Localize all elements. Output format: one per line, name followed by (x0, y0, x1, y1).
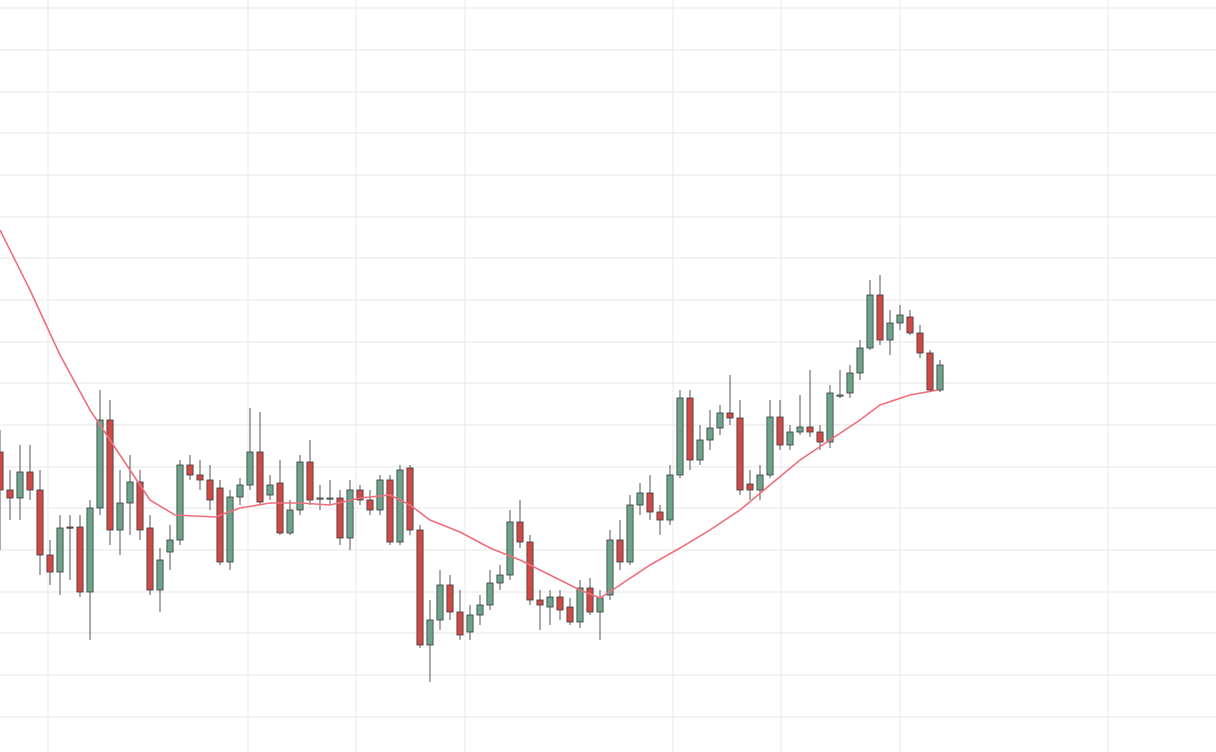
candle-body (626, 504, 634, 563)
candle-body (476, 604, 484, 616)
candle-body (846, 372, 854, 394)
candle-body (796, 426, 804, 433)
candle-body (256, 451, 264, 503)
candle-body (56, 527, 64, 573)
candle-body (856, 347, 864, 374)
candle-body (326, 497, 334, 500)
candle-body (616, 539, 624, 563)
candle-body (886, 322, 894, 341)
candle-body (296, 461, 304, 511)
candle-body (66, 526, 74, 529)
candle-body (506, 521, 514, 576)
candle-body (196, 474, 204, 481)
candle-body (866, 294, 874, 349)
candle-body (346, 489, 354, 539)
candle-body (736, 417, 744, 491)
candle-body (446, 584, 454, 613)
candle-body (586, 587, 594, 613)
candle-body (916, 332, 924, 354)
candle-body (156, 559, 164, 591)
candle-body (176, 464, 184, 541)
candle-body (146, 527, 154, 591)
candle-body (226, 496, 234, 563)
candle-body (316, 497, 324, 500)
candle-body (36, 489, 44, 556)
candle-body (216, 487, 224, 563)
candle-body (926, 352, 934, 391)
candle-body (816, 431, 824, 443)
candle-body (746, 483, 754, 491)
candle-body (826, 392, 834, 443)
candle-body (246, 451, 254, 486)
candle-body (676, 397, 684, 476)
candle-body (556, 596, 564, 611)
candle-body (536, 599, 544, 606)
candle-body (486, 582, 494, 606)
candle-body (86, 507, 94, 593)
candle-body (666, 474, 674, 521)
candle-body (26, 471, 34, 491)
candle-body (0, 451, 4, 491)
candle-body (566, 606, 574, 623)
candle-body (286, 509, 294, 534)
candle-body (436, 584, 444, 621)
candle-body (386, 479, 394, 543)
candle-body (186, 464, 194, 476)
candle-body (46, 554, 54, 573)
candle-body (336, 497, 344, 539)
candle-body (636, 492, 644, 506)
candle-body (276, 482, 284, 534)
candle-body (546, 596, 554, 608)
candle-body (876, 294, 884, 341)
candle-body (686, 397, 694, 461)
candle-body (466, 614, 474, 633)
candle-body (116, 502, 124, 531)
candle-body (936, 364, 944, 391)
candle-body (706, 427, 714, 441)
candle-body (166, 539, 174, 553)
candle-body (896, 314, 904, 324)
candle-body (136, 481, 144, 531)
candle-body (236, 484, 244, 498)
candle-body (106, 419, 114, 531)
candle-body (396, 469, 404, 543)
candle-body (596, 597, 604, 613)
candle-body (426, 619, 434, 646)
moving-average-line (0, 229, 939, 599)
candle-body (516, 521, 524, 543)
candle-body (906, 316, 914, 334)
candle-body (206, 479, 214, 501)
candle-body (806, 426, 814, 433)
candle-body (526, 541, 534, 601)
candle-body (6, 489, 14, 499)
candle-body (716, 412, 724, 429)
candle-body (306, 461, 314, 501)
candle-body (656, 511, 664, 521)
candle-body (456, 611, 464, 636)
candle-body (576, 587, 584, 623)
candle-body (126, 481, 134, 504)
candle-body (496, 574, 504, 584)
candle-body (776, 416, 784, 446)
candle-body (836, 394, 844, 397)
candle-body (96, 419, 104, 509)
candle-body (416, 529, 424, 646)
candle-body (786, 431, 794, 446)
candle-body (266, 484, 274, 496)
candle-body (76, 526, 84, 593)
candle-body (766, 416, 774, 476)
candle-body (756, 474, 764, 491)
candle-body (406, 467, 414, 531)
candle-body (366, 499, 374, 511)
candle-body (16, 471, 24, 499)
candle-body (646, 492, 654, 513)
candle-body (356, 489, 364, 501)
candle-body (696, 439, 704, 461)
candle-body (606, 539, 614, 596)
candle-body (726, 412, 734, 419)
